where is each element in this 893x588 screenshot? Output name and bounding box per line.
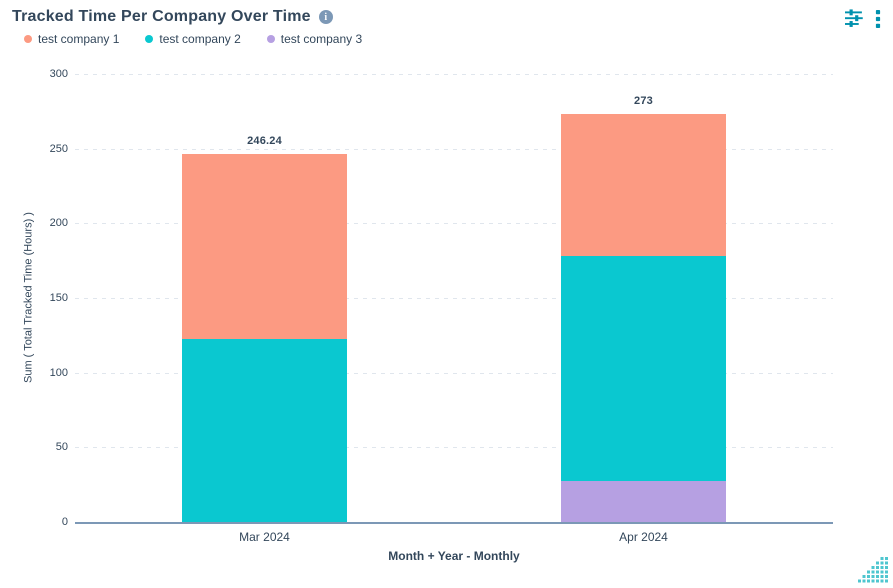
legend-label: test company 3: [280, 32, 363, 46]
legend-label: test company 2: [159, 32, 241, 46]
x-axis-line: [75, 522, 833, 524]
x-tick-label: Mar 2024: [239, 530, 290, 544]
x-tick-label: Apr 2024: [619, 530, 668, 544]
legend-item-test-company-2[interactable]: test company 2: [145, 32, 241, 46]
report-toolbar: [845, 9, 881, 29]
y-tick-label: 200: [49, 217, 68, 230]
gridline: [75, 74, 833, 75]
bar-segment-test-company-1[interactable]: [561, 114, 726, 256]
x-axis-title: Month + Year - Monthly: [388, 549, 520, 563]
y-tick-label: 0: [61, 516, 68, 528]
legend-dot-icon: [145, 35, 154, 43]
info-icon[interactable]: i: [318, 10, 333, 24]
bar-segment-test-company-1[interactable]: [182, 154, 347, 340]
resize-corner-dots-icon[interactable]: [857, 556, 891, 586]
bar-total-label: 273: [634, 95, 653, 108]
legend-item-test-company-3[interactable]: test company 3: [266, 32, 363, 46]
bar-segment-test-company-2[interactable]: [182, 339, 347, 522]
legend-dot-icon: [266, 35, 275, 43]
chart-legend: test company 1 test company 2 test compa…: [24, 32, 362, 46]
gridline: [75, 298, 833, 299]
report-header: Tracked Time Per Company Over Time i: [12, 8, 333, 26]
bar-apr-2024[interactable]: [561, 114, 726, 522]
legend-dot-icon: [24, 35, 32, 43]
bar-mar-2024[interactable]: [182, 154, 347, 522]
y-tick-label: 150: [49, 292, 68, 304]
report-title: Tracked Time Per Company Over Time: [12, 8, 311, 25]
y-tick-label: 50: [55, 441, 68, 454]
y-tick-label: 300: [49, 68, 68, 80]
gridline: [75, 372, 833, 374]
y-tick-label: 100: [49, 366, 68, 379]
gridline: [75, 148, 833, 150]
legend-label: test company 1: [38, 32, 120, 46]
kebab-menu-icon[interactable]: [875, 9, 881, 29]
filters-sliders-icon[interactable]: [845, 9, 864, 28]
gridline: [75, 447, 833, 449]
plot-area: 246.24 273: [75, 74, 833, 522]
bar-segment-test-company-2[interactable]: [561, 255, 726, 481]
bar-total-label: 246.24: [247, 135, 282, 148]
bar-segment-test-company-3[interactable]: [561, 480, 726, 522]
y-tick-label: 250: [49, 142, 68, 155]
legend-item-test-company-1[interactable]: test company 1: [24, 32, 119, 46]
gridline: [75, 223, 833, 225]
